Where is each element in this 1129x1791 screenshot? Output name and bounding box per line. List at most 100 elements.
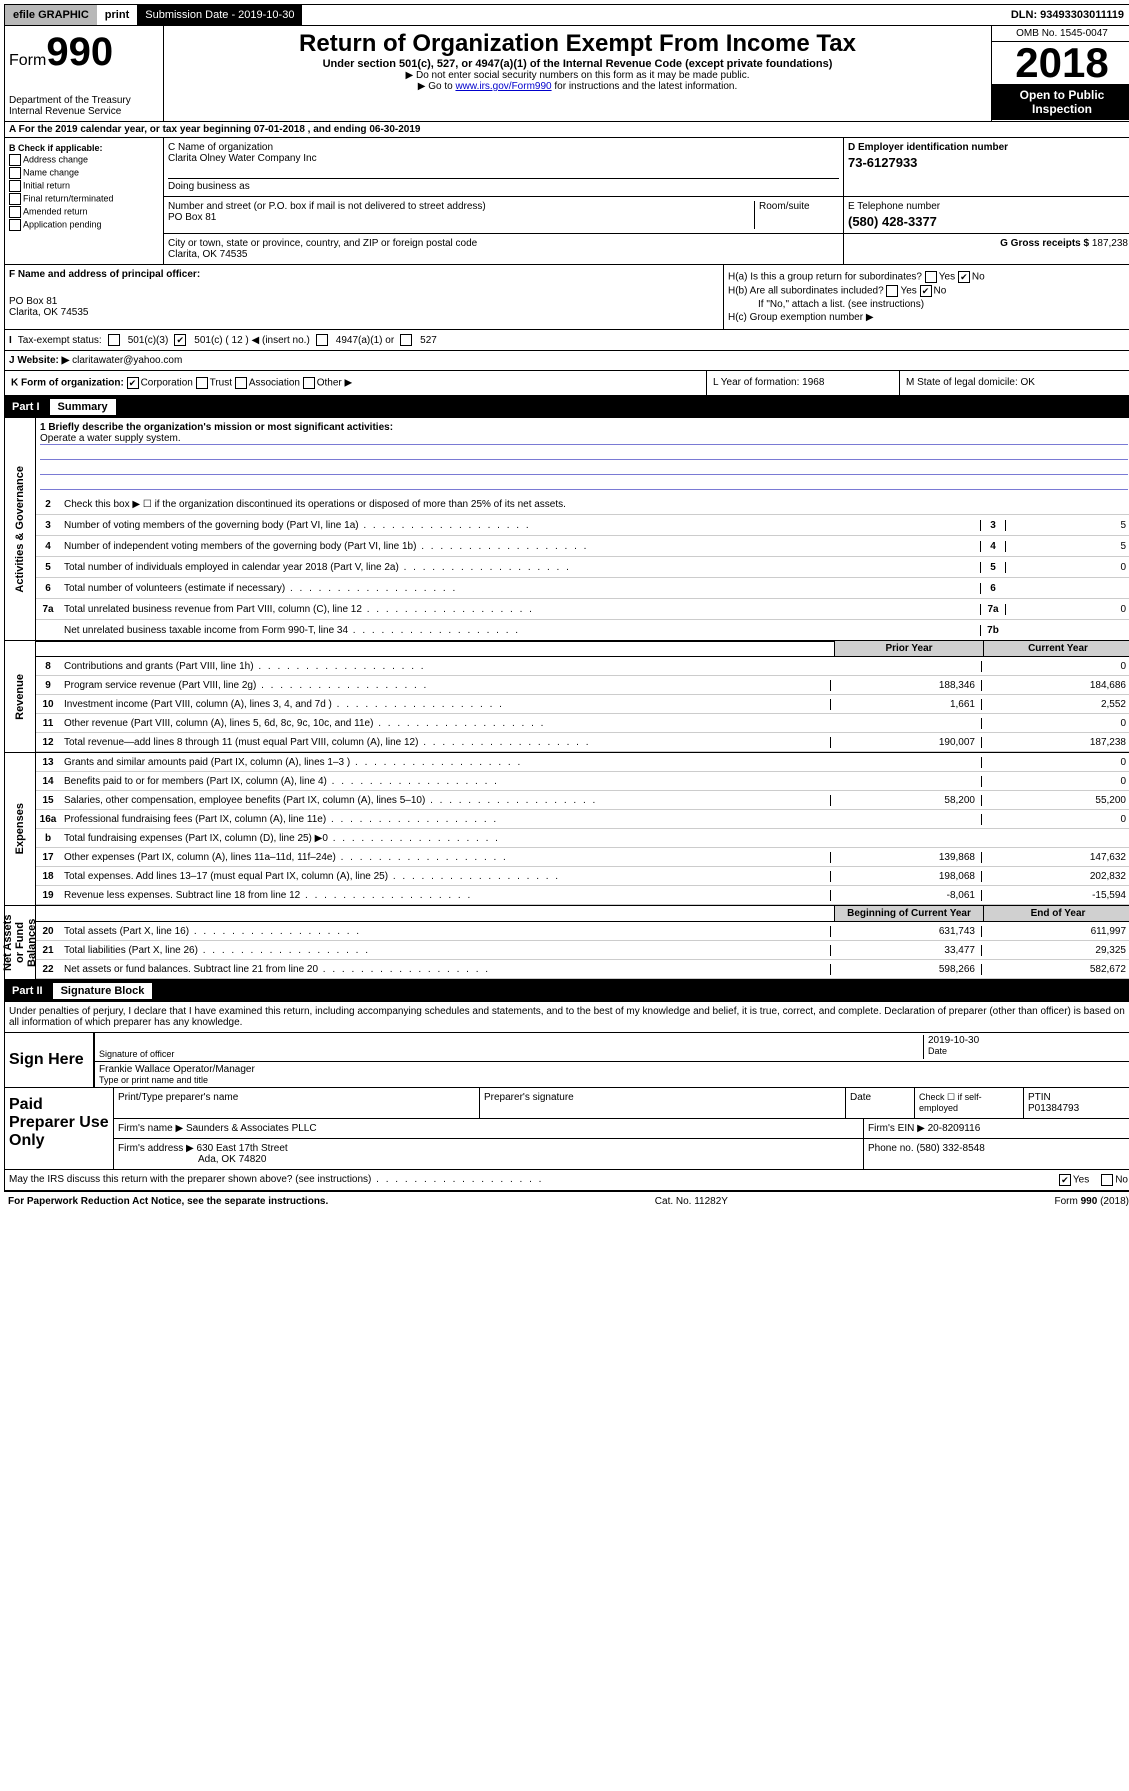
footer-mid: Cat. No. 11282Y: [655, 1196, 728, 1207]
ein-label: D Employer identification number: [848, 142, 1128, 153]
gross-label: G Gross receipts $: [1000, 238, 1089, 249]
part-ii-label: Part II: [12, 985, 53, 997]
ein-value: 73-6127933: [848, 155, 1128, 170]
data-line: bTotal fundraising expenses (Part IX, co…: [36, 829, 1129, 848]
addr-value: PO Box 81: [168, 212, 754, 223]
firm-ein: 20-8209116: [928, 1123, 981, 1134]
firm-addr-label: Firm's address ▶: [118, 1143, 194, 1154]
curr-year-header: Current Year: [983, 641, 1129, 656]
check-pending[interactable]: Application pending: [9, 219, 159, 231]
name-label: C Name of organization: [168, 142, 839, 153]
firm-phone: (580) 332-8548: [916, 1143, 984, 1154]
signature-section: Under penalties of perjury, I declare th…: [4, 1002, 1129, 1191]
check-name[interactable]: Name change: [9, 167, 159, 179]
firm-name-label: Firm's name ▶: [118, 1123, 183, 1134]
form-title: Return of Organization Exempt From Incom…: [168, 30, 987, 58]
part-i-title: Summary: [50, 399, 116, 415]
summary-line: Net unrelated business taxable income fr…: [36, 620, 1129, 640]
firm-name: Saunders & Associates PLLC: [186, 1123, 317, 1134]
dln: DLN: 93493303011119: [1003, 5, 1129, 25]
officer-addr2: Clarita, OK 74535: [9, 307, 719, 318]
m-state: M State of legal domicile: OK: [899, 371, 1129, 395]
summary-section: Activities & Governance 1 Briefly descri…: [4, 418, 1129, 980]
data-line: 9Program service revenue (Part VIII, lin…: [36, 676, 1129, 695]
data-line: 14Benefits paid to or for members (Part …: [36, 772, 1129, 791]
perjury-text: Under penalties of perjury, I declare th…: [5, 1002, 1129, 1032]
form-word: Form: [9, 52, 46, 69]
self-emp-check[interactable]: Check ☐ if self-employed: [915, 1088, 1024, 1118]
firm-phone-label: Phone no.: [868, 1143, 914, 1154]
officer-name: Frankie Wallace Operator/Manager: [99, 1064, 1128, 1075]
part-i-header: Part I Summary: [4, 396, 1129, 418]
mission-label: 1 Briefly describe the organization's mi…: [40, 422, 393, 433]
mission-text: Operate a water supply system.: [40, 433, 1128, 445]
ts-a1: 4947(a)(1) or: [336, 335, 394, 346]
data-line: 17Other expenses (Part IX, column (A), l…: [36, 848, 1129, 867]
officer-name-label: Type or print name and title: [99, 1075, 1128, 1085]
k-label: K Form of organization:: [11, 378, 124, 389]
city-value: Clarita, OK 74535: [168, 249, 839, 260]
k-assoc: Association: [249, 378, 300, 389]
check-final[interactable]: Final return/terminated: [9, 193, 159, 205]
form-header: Form990 Department of the Treasury Inter…: [4, 26, 1129, 122]
firm-addr1: 630 East 17th Street: [197, 1143, 288, 1154]
h-b-note: If "No," attach a list. (see instruction…: [728, 299, 1128, 310]
l-year: L Year of formation: 1968: [706, 371, 899, 395]
form-subtitle: Under section 501(c), 527, or 4947(a)(1)…: [168, 58, 987, 70]
ptin-value: P01384793: [1028, 1103, 1128, 1114]
phone-label: E Telephone number: [848, 201, 1128, 212]
check-address[interactable]: Address change: [9, 154, 159, 166]
prep-date-head: Date: [846, 1088, 915, 1118]
data-line: 21Total liabilities (Part X, line 26)33,…: [36, 941, 1129, 960]
vlabel-exp: Expenses: [12, 799, 28, 858]
form-number: Form990: [9, 30, 159, 75]
note-goto: ▶ Go to www.irs.gov/Form990 for instruct…: [168, 81, 987, 92]
data-line: 15Salaries, other compensation, employee…: [36, 791, 1129, 810]
k-other: Other ▶: [317, 378, 352, 389]
submission-date: Submission Date - 2019-10-30: [137, 5, 302, 25]
note-ssn: ▶ Do not enter social security numbers o…: [168, 70, 987, 81]
col-b: B Check if applicable: Address change Na…: [5, 138, 164, 264]
data-line: 8Contributions and grants (Part VIII, li…: [36, 657, 1129, 676]
data-line: 11Other revenue (Part VIII, column (A), …: [36, 714, 1129, 733]
footer: For Paperwork Reduction Act Notice, see …: [4, 1191, 1129, 1211]
print-button[interactable]: print: [97, 5, 137, 25]
open-public: Open to Public Inspection: [992, 84, 1129, 120]
h-a: H(a) Is this a group return for subordin…: [728, 271, 1128, 283]
end-year-header: End of Year: [983, 906, 1129, 921]
ts-c12: 501(c) ( 12 ) ◀ (insert no.): [194, 335, 310, 346]
footer-left: For Paperwork Reduction Act Notice, see …: [8, 1196, 328, 1207]
topbar: efile GRAPHIC print Submission Date - 20…: [4, 4, 1129, 26]
phone-value: (580) 428-3377: [848, 214, 1128, 229]
sign-here-label: Sign Here: [5, 1033, 93, 1087]
summary-line: 7aTotal unrelated business revenue from …: [36, 599, 1129, 620]
part-ii-header: Part II Signature Block: [4, 980, 1129, 1002]
addr-label: Number and street (or P.O. box if mail i…: [168, 201, 754, 212]
data-line: 18Total expenses. Add lines 13–17 (must …: [36, 867, 1129, 886]
discuss-yes[interactable]: Yes: [1059, 1174, 1089, 1186]
ts-c3: 501(c)(3): [128, 335, 169, 346]
irs-link[interactable]: www.irs.gov/Form990: [455, 81, 551, 92]
check-amended[interactable]: Amended return: [9, 206, 159, 218]
website-value: claritawater@yahoo.com: [72, 355, 182, 366]
k-corp: Corporation: [141, 378, 193, 389]
summary-line: 4Number of independent voting members of…: [36, 536, 1129, 557]
data-line: 20Total assets (Part X, line 16)631,7436…: [36, 922, 1129, 941]
dept-label: Department of the Treasury Internal Reve…: [9, 95, 159, 117]
tax-year: 2018: [992, 42, 1129, 84]
summary-line: 6Total number of volunteers (estimate if…: [36, 578, 1129, 599]
note-pre: ▶ Go to: [418, 81, 456, 92]
discuss-text: May the IRS discuss this return with the…: [9, 1174, 1059, 1186]
discuss-no[interactable]: No: [1101, 1174, 1128, 1186]
sig-officer-label: Signature of officer: [99, 1049, 923, 1059]
ptin-label: PTIN: [1028, 1092, 1128, 1103]
website-row: J Website: ▶ claritawater@yahoo.com: [4, 351, 1129, 371]
firm-ein-label: Firm's EIN ▶: [868, 1123, 925, 1134]
ts-527: 527: [420, 335, 437, 346]
data-line: 13Grants and similar amounts paid (Part …: [36, 753, 1129, 772]
officer-section: F Name and address of principal officer:…: [4, 265, 1129, 330]
check-initial[interactable]: Initial return: [9, 180, 159, 192]
col-b-label: B Check if applicable:: [9, 143, 159, 153]
sig-date: 2019-10-30: [928, 1035, 1128, 1046]
sig-date-label: Date: [928, 1046, 1128, 1056]
